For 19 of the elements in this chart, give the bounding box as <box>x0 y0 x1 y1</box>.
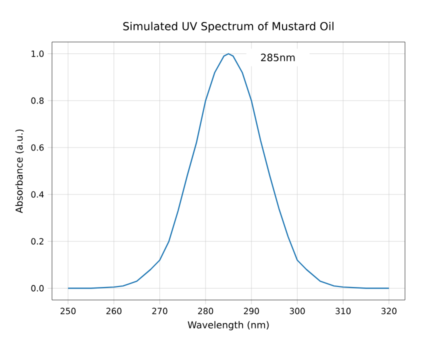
x-axis-title: Wavelength (nm) <box>188 321 269 330</box>
x-tick-label: 300 <box>290 308 305 314</box>
y-tick-label: 0.8 <box>31 97 44 104</box>
chart-title: Simulated UV Spectrum of Mustard Oil <box>123 22 334 32</box>
y-tick-label: 1.0 <box>32 50 44 57</box>
x-tick-label: 250 <box>60 308 76 314</box>
x-tick-label: 260 <box>106 308 122 314</box>
x-tick-label: 290 <box>244 308 259 314</box>
x-tick-label: 310 <box>336 308 351 314</box>
x-tick-label: 280 <box>198 308 214 314</box>
x-tick-label: 320 <box>381 308 396 314</box>
y-axis-title: Absorbance (a.u.) <box>15 130 24 214</box>
y-tick-label: 0.4 <box>31 191 44 198</box>
y-tick-label: 0.6 <box>31 144 44 151</box>
y-tick-label: 0.0 <box>31 285 44 292</box>
line-series <box>67 53 390 289</box>
x-tick-label: 270 <box>152 308 168 314</box>
annotation: 285nm <box>261 54 295 62</box>
y-tick-label: 0.2 <box>31 238 44 245</box>
